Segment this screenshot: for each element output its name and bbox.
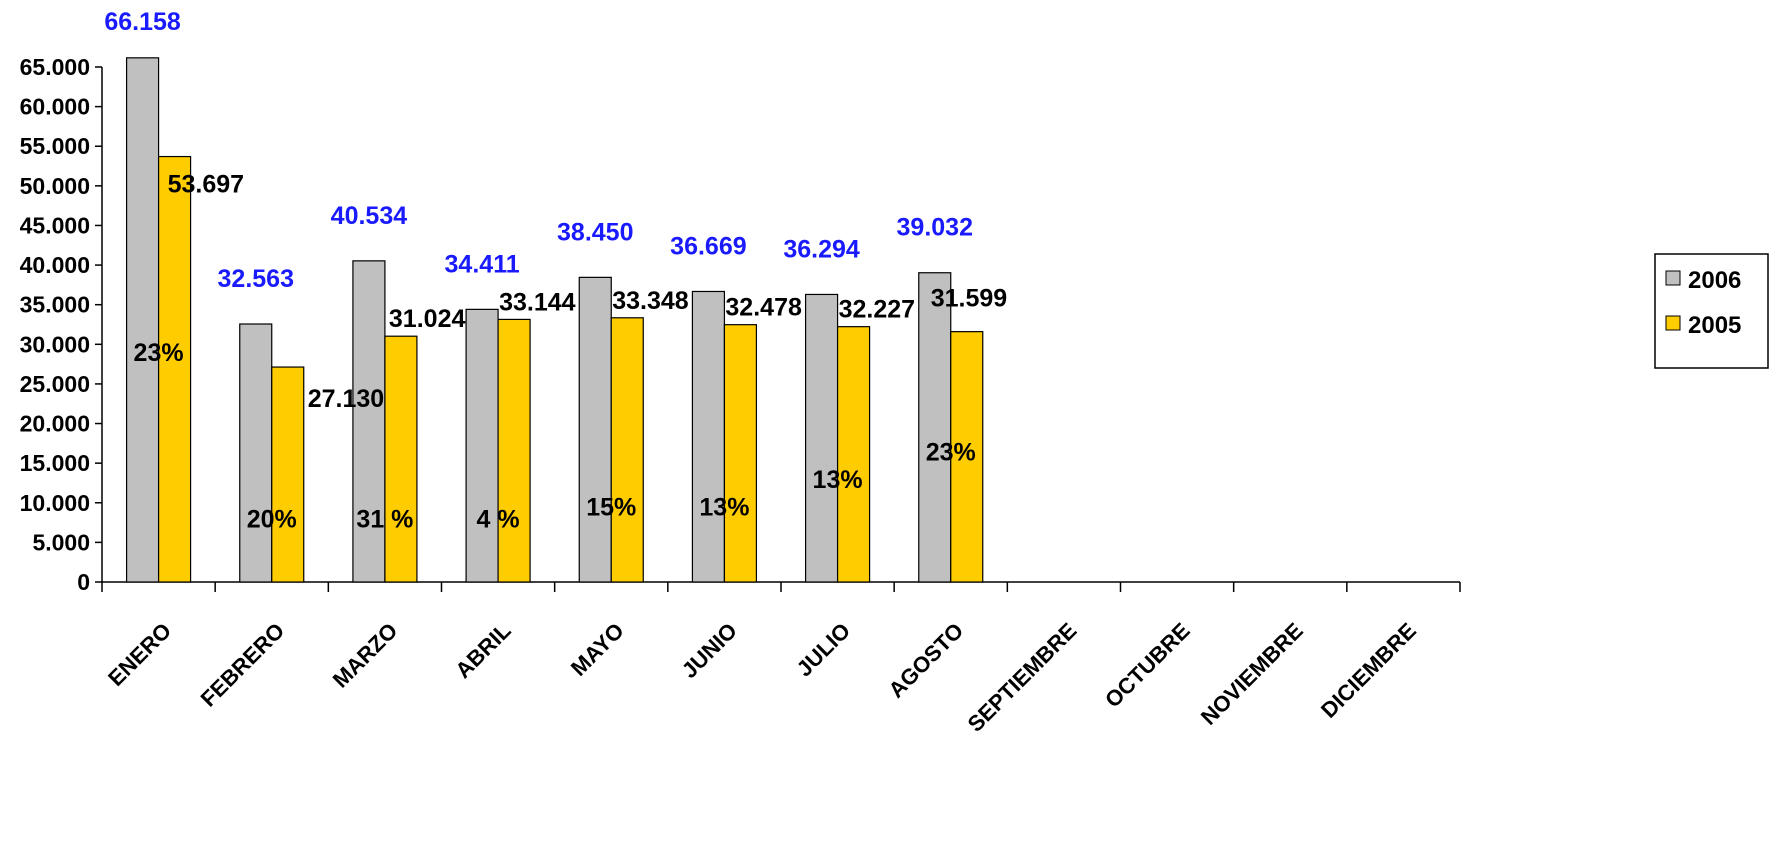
growth-label: 23% [134, 339, 184, 367]
data-labels: 66.158 53.697 32.563 27.130 40.534 31.024 34.4… [104, 8, 1007, 534]
growth-label: 13% [813, 466, 863, 494]
growth-label: 20% [247, 506, 297, 534]
data-label-2006: 32.563 [218, 265, 294, 293]
y-tick-label: 40.000 [20, 252, 90, 278]
legend-label-2006: 2006 [1688, 267, 1741, 294]
y-axis: 0 5.000 10.000 15.000 20.000 25.000 30.000 35.0… [20, 54, 103, 595]
y-tick-label: 10.000 [20, 490, 90, 516]
x-tick-label: JULIO [792, 618, 855, 681]
y-tick-label: 25.000 [20, 371, 90, 397]
y-tick-label: 45.000 [20, 212, 90, 238]
y-tick-label: 15.000 [20, 450, 90, 476]
x-tick-label: NOVIEMBRE [1196, 618, 1308, 730]
growth-label: 4 % [477, 506, 520, 534]
y-tick-label: 5.000 [32, 529, 90, 555]
bar-2006 [465, 308, 499, 583]
bar-2005 [723, 324, 758, 583]
legend: 2006 2005 [1654, 253, 1769, 369]
bar-2005 [836, 326, 871, 583]
growth-label: 15% [586, 494, 636, 522]
bar-2006 [804, 293, 839, 583]
x-tick-label: MARZO [328, 618, 403, 693]
legend-swatch-2005 [1665, 315, 1681, 331]
data-label-2005: 53.697 [168, 171, 244, 199]
growth-label: 13% [699, 494, 749, 522]
x-tick-label: DICIEMBRE [1316, 618, 1421, 723]
data-label-2005: 33.144 [499, 288, 576, 316]
bar-2005 [157, 155, 192, 583]
bar-2005 [610, 317, 644, 583]
data-label-2005: 31.599 [931, 285, 1007, 313]
y-tick-label: 60.000 [20, 94, 90, 120]
bar-2005 [384, 335, 418, 583]
legend-swatch-2006 [1665, 270, 1681, 286]
y-tick-label: 20.000 [20, 411, 90, 437]
data-label-2006: 66.158 [104, 8, 181, 36]
data-label-2005: 31.024 [389, 305, 466, 333]
y-tick-label: 50.000 [20, 173, 90, 199]
bar-2005 [271, 366, 305, 583]
y-tick-label: 55.000 [20, 133, 90, 159]
data-label-2005: 32.227 [839, 296, 915, 324]
legend-label-2005: 2005 [1688, 312, 1741, 339]
data-label-2005: 32.478 [725, 294, 802, 322]
y-tick-label: 65.000 [20, 54, 90, 80]
x-tick-label: AGOSTO [883, 618, 968, 703]
bar-2005 [497, 318, 531, 583]
bar-2006 [578, 276, 612, 583]
bar-2006 [352, 260, 386, 583]
x-tick-label: FEBRERO [196, 618, 290, 712]
data-label-2005: 33.348 [612, 287, 689, 315]
data-label-2005: 27.130 [308, 385, 384, 413]
x-tick-label: SEPTIEMBRE [963, 618, 1082, 737]
x-tick-label: OCTUBRE [1100, 618, 1195, 713]
data-label-2006: 38.450 [557, 218, 633, 246]
bar-2006 [918, 272, 952, 583]
growth-label: 31 % [356, 506, 413, 534]
y-tick-label: 0 [77, 569, 90, 595]
y-tick-label: 30.000 [20, 331, 90, 357]
x-tick-label: ENERO [103, 618, 176, 691]
data-label-2006: 39.032 [897, 214, 973, 242]
x-axis: ENERO FEBRERO MARZO ABRIL MAYO JUNIO JULIO AGOS… [101, 581, 1461, 737]
x-tick-label: ABRIL [450, 618, 515, 683]
bar-2005 [950, 331, 984, 583]
x-tick-label: MAYO [566, 618, 629, 681]
bar-2006 [125, 57, 160, 583]
data-label-2006: 36.294 [783, 235, 860, 263]
bar-2006 [239, 323, 273, 583]
bars [125, 57, 984, 583]
data-label-2006: 34.411 [445, 250, 520, 278]
growth-label: 23% [926, 438, 976, 466]
y-tick-label: 35.000 [20, 292, 90, 318]
data-label-2006: 40.534 [331, 202, 408, 230]
bar-2006 [691, 290, 726, 583]
x-tick-label: JUNIO [677, 618, 742, 683]
data-label-2006: 36.669 [670, 232, 746, 260]
